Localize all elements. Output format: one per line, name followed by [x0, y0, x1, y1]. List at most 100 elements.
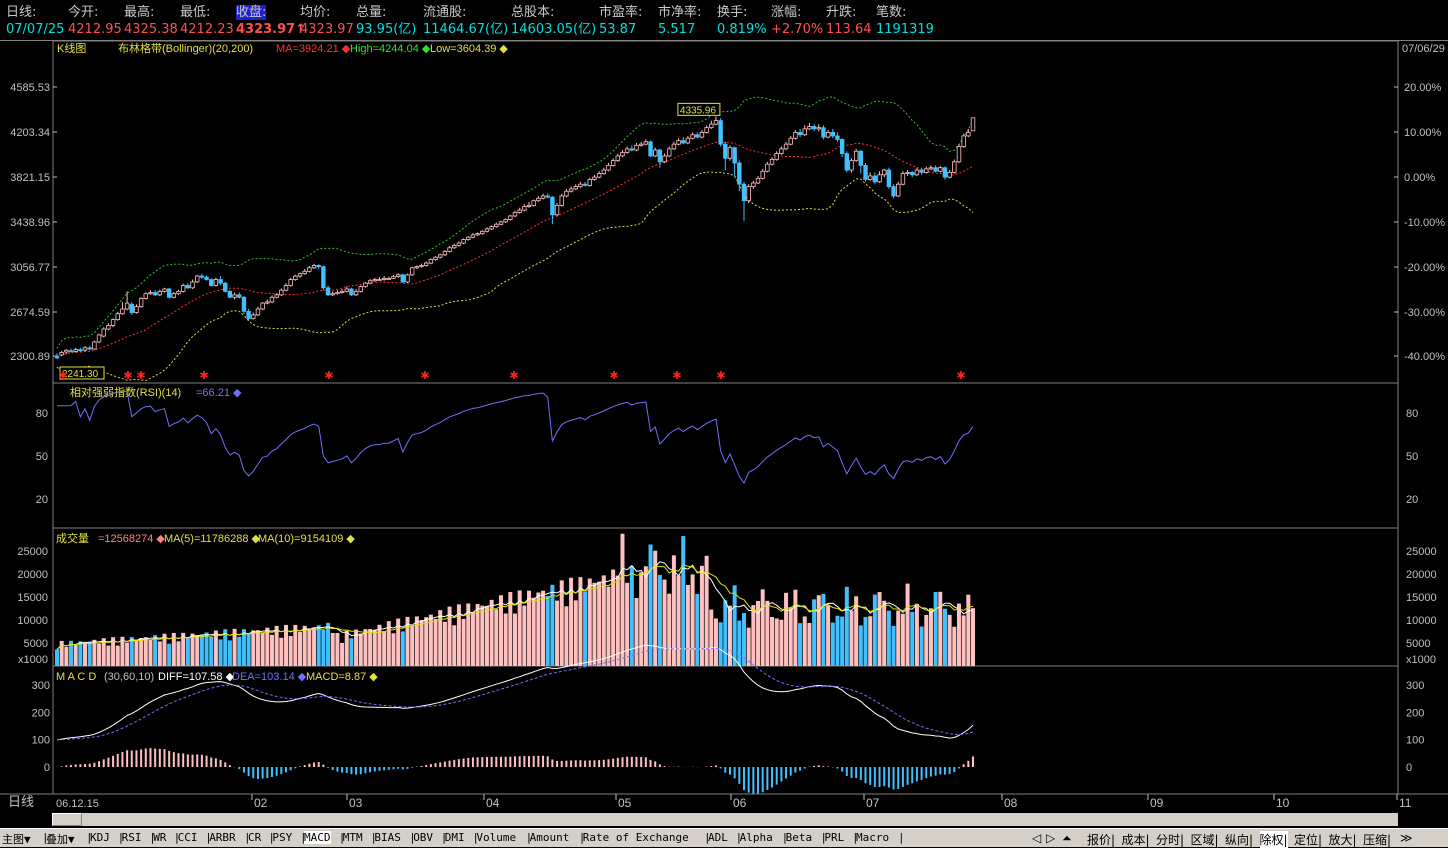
indicator-tab[interactable]: MTM [342, 831, 363, 844]
candle-body [134, 306, 139, 313]
xaxis-month-label: 10 [1276, 796, 1290, 810]
indicator-tab[interactable]: OBV [413, 831, 434, 844]
candle-body [709, 123, 714, 129]
header-field-value: 4212.23 [180, 22, 234, 37]
candle-body [653, 149, 658, 157]
candle-body [695, 134, 700, 138]
candle-body [209, 279, 214, 286]
toolbar-button[interactable]: 定位| [1294, 833, 1323, 847]
indicator-tab[interactable]: Alpha [739, 831, 773, 844]
candle-body [667, 148, 672, 157]
volume-bar [798, 623, 803, 666]
volume-bar [484, 606, 489, 666]
volume-tick-left: 15000 [17, 592, 48, 604]
indicator-tab[interactable]: Beta [785, 831, 813, 844]
toolbar-button[interactable]: 区域| [1190, 833, 1219, 847]
indicator-tab[interactable]: BIAS [374, 831, 401, 844]
indicator-tab[interactable]: PSY [272, 831, 293, 844]
toolbar-button[interactable]: 放大| [1328, 833, 1357, 847]
header-field-label: 换手: [717, 5, 748, 20]
candle-body [269, 296, 275, 303]
candle-body [190, 281, 195, 289]
candle-body [311, 265, 317, 269]
toolbar-button[interactable]: 成本| [1121, 833, 1150, 847]
volume-bar [120, 636, 125, 666]
candle-body [807, 126, 812, 130]
volume-bar [97, 643, 102, 666]
candle-body [835, 135, 840, 140]
candle-body [260, 302, 265, 310]
indicator-tab[interactable]: Amount [529, 831, 570, 844]
volume-bar [840, 616, 845, 666]
volume-bar [760, 589, 765, 666]
indicator-tab[interactable]: KDJ [90, 831, 110, 844]
kline-title: K线图 [57, 41, 86, 55]
chart-area[interactable]: 4585.53 4203.34 3821.15 3438.96 3056.77 2674.… [0, 40, 1448, 812]
toolbar-button[interactable]: 压缩| [1363, 833, 1392, 847]
candle-body [213, 279, 219, 286]
rsi-tick-right: 80 [1406, 408, 1418, 420]
candle-body [802, 128, 807, 136]
volume-bar [695, 594, 700, 666]
tab-separator: | [472, 831, 480, 844]
candle-body [564, 190, 569, 197]
macd-tick-left: 100 [32, 735, 50, 747]
signal-star: ✱ [956, 370, 965, 382]
volume-bar [386, 621, 391, 666]
indicator-tab[interactable]: PRL [824, 831, 845, 844]
indicator-tab[interactable]: RSI [121, 831, 142, 844]
candle-body [115, 313, 120, 321]
volume-bar [770, 616, 775, 666]
volume-bar [442, 621, 447, 666]
candle-body [774, 153, 779, 160]
candle-body [638, 143, 644, 146]
volume-bar [358, 633, 363, 666]
toolbar-button[interactable]: 纵向| [1225, 833, 1254, 847]
volume-bar [723, 600, 728, 666]
candle-body [587, 179, 592, 186]
header-field-label: 升跌: [826, 5, 857, 20]
bollinger-low-value: Low=3604.39 ◆ [430, 43, 508, 55]
candle-body [424, 262, 429, 266]
scrollbar-track[interactable] [52, 813, 1398, 826]
volume-bar [157, 641, 162, 666]
volume-bar [494, 609, 499, 666]
nav-arrow-icon[interactable]: ▷ [1046, 831, 1056, 845]
volume-tick-left: 5000 [24, 638, 48, 650]
candle-body [910, 172, 915, 176]
indicator-tab[interactable]: WR [153, 831, 167, 844]
scrollbar-thumb[interactable] [52, 813, 82, 826]
nav-arrow-icon[interactable]: ⏶ [1062, 831, 1072, 845]
volume-bar [541, 590, 546, 666]
volume-bar [171, 632, 176, 666]
indicator-tab[interactable]: CR [248, 831, 262, 844]
indicator-tab[interactable]: DMI [444, 831, 465, 844]
indicator-tab[interactable]: 叠加▼ [46, 833, 75, 846]
header-field-3: 最低: 4212.23 [180, 4, 234, 38]
pct-tick-label: -10.00% [1404, 217, 1445, 229]
indicator-tab[interactable]: ADL [708, 831, 728, 844]
stock-chart-svg[interactable]: 4585.53 4203.34 3821.15 3438.96 3056.77 2674.… [0, 40, 1448, 812]
volume-bar [424, 617, 429, 666]
macd-dea: DEA=103.14 ◆ [232, 671, 307, 683]
indicator-tab[interactable]: 主图▼ [2, 833, 31, 846]
time-scrollbar[interactable] [0, 812, 1448, 828]
volume-bar [863, 617, 868, 666]
indicator-tab[interactable]: Macro [856, 831, 890, 844]
nav-arrow-icon[interactable]: ◁ [1032, 831, 1042, 845]
indicator-tab[interactable]: CCI [177, 831, 198, 844]
indicator-tab[interactable]: Rate of Exchange [582, 831, 689, 844]
candle-body [255, 308, 261, 316]
toolbar-button[interactable]: 除权| [1259, 831, 1288, 848]
pct-tick-label: -20.00% [1404, 262, 1445, 274]
volume-bar [69, 640, 74, 666]
indicator-tab[interactable]: Volume [476, 831, 517, 844]
more-icon[interactable]: ≫ [1400, 831, 1413, 845]
volume-bar [153, 635, 158, 666]
toolbar-button[interactable]: 分时| [1156, 833, 1185, 847]
toolbar-button[interactable]: 报价| [1087, 833, 1116, 847]
indicator-tab[interactable]: MACD [304, 831, 331, 844]
indicator-tab[interactable]: ARBR [209, 831, 236, 844]
candle-body [101, 328, 106, 337]
candle-body [59, 352, 64, 356]
